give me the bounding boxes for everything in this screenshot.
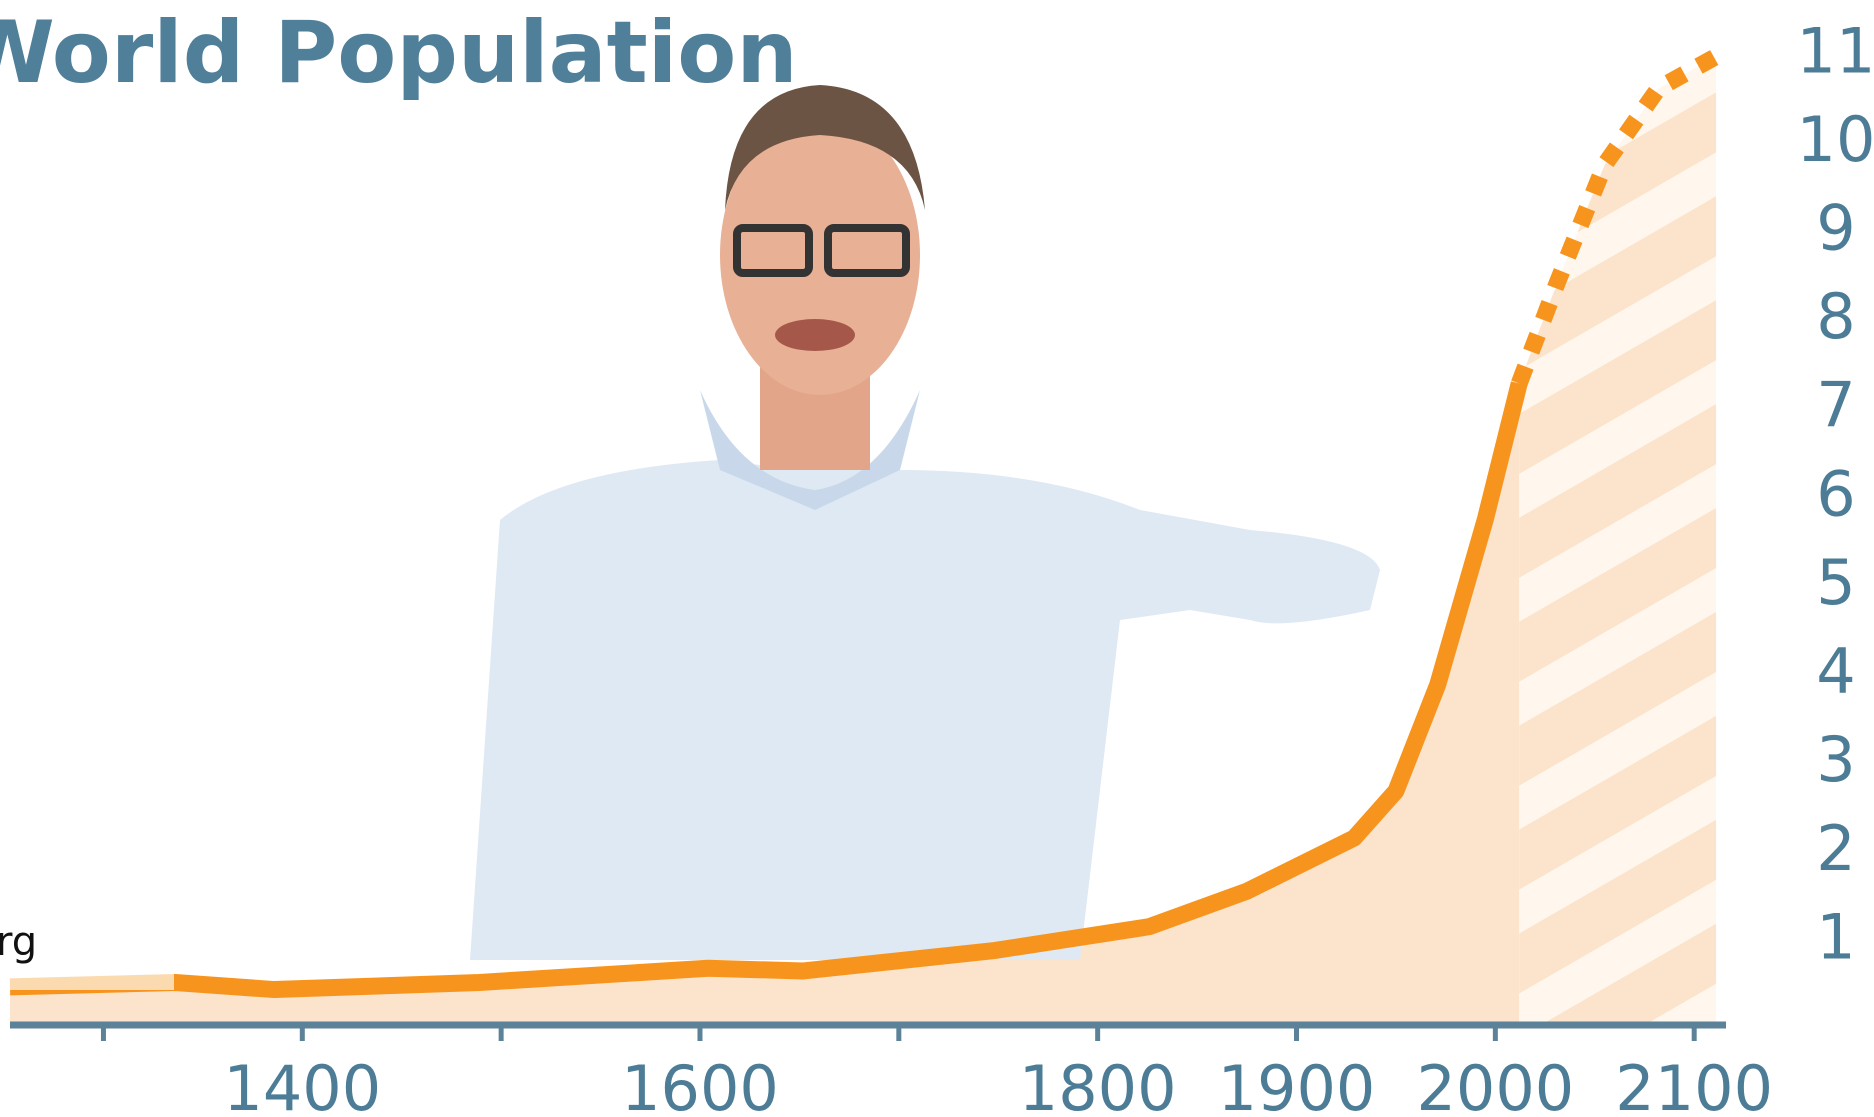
y-tick-label: 8	[1816, 280, 1855, 353]
x-tick-label: 1800	[1019, 1052, 1177, 1117]
y-tick-label: 10	[1797, 103, 1874, 176]
y-tick-label: 11	[1797, 14, 1874, 87]
x-tick-label: 2000	[1416, 1052, 1574, 1117]
chart-title: World Population	[0, 3, 798, 103]
presenter	[470, 85, 1380, 960]
x-tick-label: 2100	[1615, 1052, 1773, 1117]
y-tick-label: 4	[1816, 635, 1855, 708]
x-tick-label: 1600	[621, 1052, 779, 1117]
y-tick-label: 2	[1816, 812, 1855, 885]
y-tick-label: 1	[1816, 900, 1855, 973]
x-tick-label: 1900	[1218, 1052, 1376, 1117]
area	[1519, 57, 1716, 1025]
y-tick-label: 5	[1816, 546, 1855, 619]
y-tick-label: 3	[1816, 723, 1855, 796]
y-tick-label: 6	[1816, 457, 1855, 530]
annotation: rg	[0, 919, 37, 965]
y-tick-label: 7	[1816, 369, 1855, 442]
x-tick-label: 1400	[223, 1052, 381, 1117]
y-tick-label: 9	[1816, 192, 1855, 265]
chart: 1400 1600 1800 1900 2000 2100 1 2 3 4 5 6 7 8 9 10 11 rg…	[0, 0, 1874, 1117]
